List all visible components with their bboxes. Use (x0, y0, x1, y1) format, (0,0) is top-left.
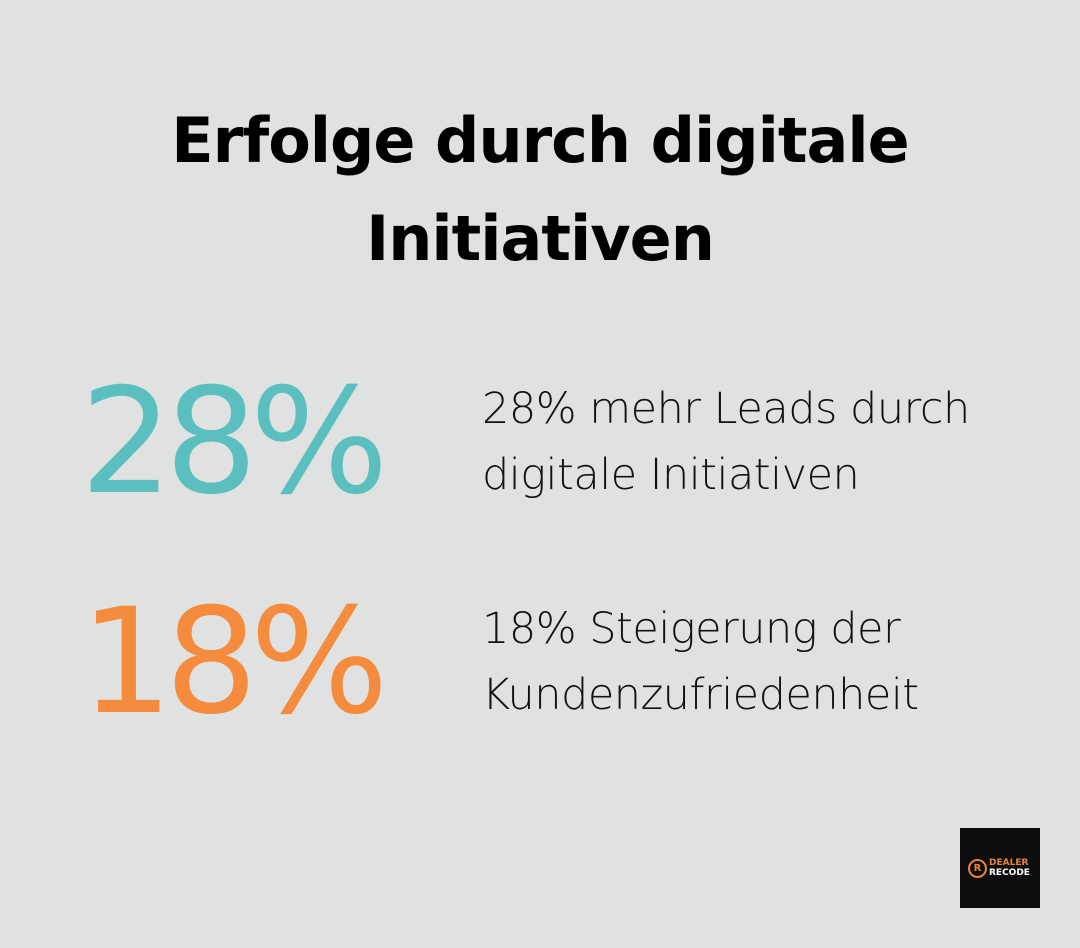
stat-leads: 28% 28% mehr Leads durch digitale Initia… (0, 362, 1080, 522)
stat-leads-desc-line-2: digitale Initiativen (482, 450, 860, 500)
logo-line-2: RECODE (989, 868, 1030, 878)
stat-satisfaction-description: 18% Steigerung der Kundenzufriedenheit (482, 596, 1042, 728)
logo-line-1: DEALER (989, 858, 1029, 868)
logo-r-icon: R (968, 859, 987, 878)
page-title: Erfolge durch digitale Initiativen (0, 92, 1080, 288)
dealer-recode-logo: R DEALER RECODE (960, 828, 1040, 908)
stat-leads-description: 28% mehr Leads durch digitale Initiative… (482, 376, 1042, 508)
title-line-2: Initiativen (366, 202, 715, 275)
logo-wordmark: DEALER RECODE (989, 858, 1030, 878)
stat-satisfaction: 18% 18% Steigerung der Kundenzufriedenhe… (0, 582, 1080, 742)
stat-satisfaction-value: 18% (80, 577, 389, 747)
stat-satisfaction-desc-line-2: Kundenzufriedenheit (482, 670, 919, 720)
stat-leads-desc-line-1: 28% mehr Leads durch (482, 384, 970, 434)
title-line-1: Erfolge durch digitale (171, 104, 909, 177)
stat-leads-value: 28% (80, 357, 389, 527)
stat-satisfaction-desc-line-1: 18% Steigerung der (482, 604, 901, 654)
